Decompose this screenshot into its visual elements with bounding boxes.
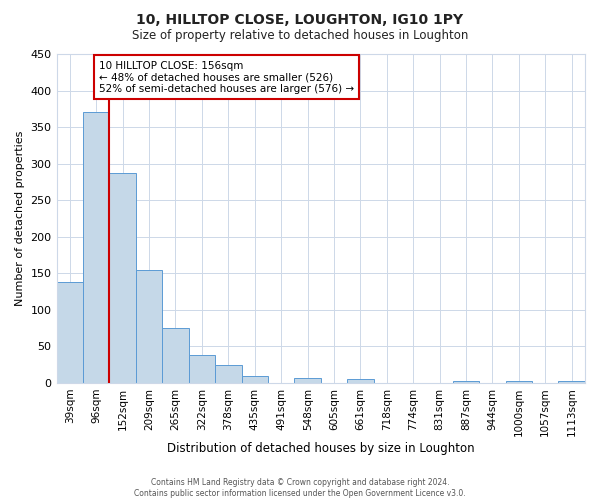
Y-axis label: Number of detached properties: Number of detached properties — [15, 130, 25, 306]
Bar — [136, 270, 162, 383]
Bar — [295, 378, 321, 383]
Bar — [189, 355, 215, 383]
Bar — [83, 112, 109, 383]
Bar — [242, 376, 268, 383]
X-axis label: Distribution of detached houses by size in Loughton: Distribution of detached houses by size … — [167, 442, 475, 455]
Bar — [453, 382, 479, 383]
Text: Contains HM Land Registry data © Crown copyright and database right 2024.
Contai: Contains HM Land Registry data © Crown c… — [134, 478, 466, 498]
Bar — [347, 379, 374, 383]
Bar — [56, 282, 83, 383]
Text: 10, HILLTOP CLOSE, LOUGHTON, IG10 1PY: 10, HILLTOP CLOSE, LOUGHTON, IG10 1PY — [136, 12, 464, 26]
Bar — [162, 328, 189, 383]
Text: 10 HILLTOP CLOSE: 156sqm
← 48% of detached houses are smaller (526)
52% of semi-: 10 HILLTOP CLOSE: 156sqm ← 48% of detach… — [99, 60, 354, 94]
Bar — [215, 364, 242, 383]
Bar — [559, 382, 585, 383]
Bar — [506, 382, 532, 383]
Bar — [109, 173, 136, 383]
Text: Size of property relative to detached houses in Loughton: Size of property relative to detached ho… — [132, 29, 468, 42]
